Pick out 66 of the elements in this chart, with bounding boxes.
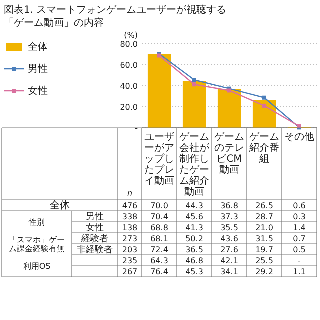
text: 性別	[28, 218, 45, 227]
data-label: 68.8	[150, 224, 168, 232]
data-label: 28.7	[256, 212, 274, 222]
data-label: 36.8	[220, 202, 238, 210]
data-label: 37.3	[220, 212, 238, 222]
y-tick-label: 40.0	[120, 82, 138, 91]
text: 42.1	[220, 256, 238, 266]
data-label: 0.6	[293, 202, 306, 210]
x-tick-label: ゲーム紹介番組	[248, 132, 280, 165]
x-tick-label: ゲーム会社が制作したゲーム紹介動画	[180, 132, 210, 198]
y-tick-label: 60.0	[120, 61, 138, 70]
text: 経験者	[80, 234, 108, 244]
legend-label: 女性	[28, 85, 48, 97]
text: 36.5	[186, 246, 204, 254]
text: 267	[122, 268, 138, 276]
y-axis-title: (%)	[124, 31, 138, 40]
x-tick-label: ユーザーがアップしたプレイ動画	[144, 132, 174, 187]
data-label: 41.3	[186, 224, 204, 232]
text: 利用OS	[23, 262, 51, 271]
text: 138	[122, 224, 138, 232]
data-label: 0.3	[293, 212, 306, 222]
data-label: 70.4	[150, 212, 168, 222]
data-label: 35.5	[220, 224, 238, 232]
text: 43.6	[220, 234, 238, 244]
text: 476	[122, 202, 138, 210]
text: 72.4	[150, 246, 168, 254]
text: 非経験者	[77, 244, 113, 256]
legend-label: 男性	[28, 63, 48, 75]
x-tick-label: ゲームのテレビCM動画	[214, 132, 244, 176]
text: 全体	[50, 200, 70, 212]
text: 29.2	[256, 268, 274, 276]
text: -	[298, 256, 302, 266]
text: 50.2	[186, 234, 204, 244]
text: 0.5	[293, 246, 306, 254]
data-label: 44.3	[186, 202, 204, 210]
text: 34.1	[220, 268, 238, 276]
text: 19.7	[256, 246, 274, 254]
text: 男性	[86, 212, 104, 222]
chart-title: 図表1. スマートフォンゲームユーザーが視聴する「ゲーム動画」の内容	[4, 4, 227, 29]
data-label: 1.4	[293, 224, 306, 232]
text: 45.3	[186, 268, 204, 276]
text: 1.1	[293, 268, 306, 276]
x-tick-label: その他	[284, 131, 314, 143]
text: 338	[122, 212, 138, 222]
text: 25.5	[256, 256, 274, 266]
text: 273	[122, 234, 138, 244]
text: 0.7	[293, 234, 306, 244]
data-label: 26.5	[256, 202, 274, 210]
text: 64.3	[150, 256, 168, 266]
text: 「スマホ」ゲーム課金経験有無	[9, 236, 65, 254]
text: 203	[122, 246, 138, 254]
text: 76.4	[150, 268, 168, 276]
text: 女性	[86, 224, 104, 234]
text: n	[127, 189, 133, 198]
text: 46.8	[186, 256, 204, 266]
data-label: 45.6	[186, 212, 204, 222]
y-tick-label: 80.0	[120, 40, 138, 49]
text: 235	[122, 256, 138, 266]
legend-label: 全体	[28, 41, 48, 53]
text: 31.5	[256, 234, 274, 244]
y-tick-label: -	[135, 124, 138, 133]
text: 68.1	[150, 234, 168, 244]
y-tick-label: 20.0	[120, 103, 138, 112]
text: 27.6	[220, 246, 238, 254]
data-label: 21.0	[256, 224, 274, 232]
data-label: 70.0	[150, 202, 168, 210]
